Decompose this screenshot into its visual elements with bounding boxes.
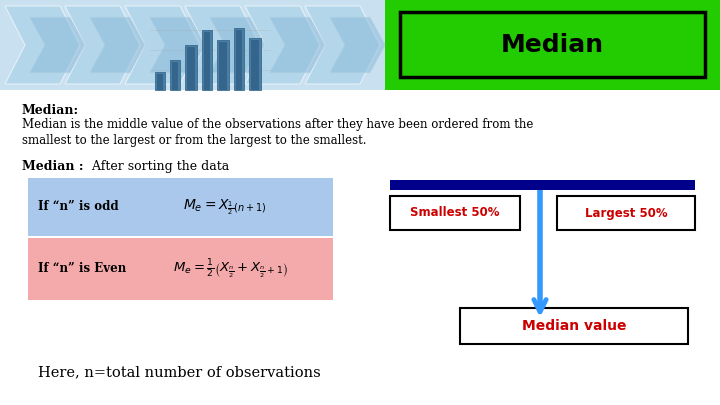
Bar: [204, 32, 210, 90]
Text: Largest 50%: Largest 50%: [585, 207, 667, 220]
Bar: [172, 62, 178, 90]
Polygon shape: [65, 6, 140, 84]
Bar: [0, 0, 720, 90]
Polygon shape: [30, 17, 85, 72]
Text: Median:: Median:: [22, 104, 79, 117]
Polygon shape: [150, 17, 205, 72]
Bar: [187, 47, 195, 90]
Bar: [0, 90, 720, 405]
Text: If “n” is Even: If “n” is Even: [38, 262, 126, 275]
Bar: [155, 72, 165, 90]
Bar: [236, 30, 242, 90]
Bar: [185, 45, 197, 90]
Bar: [217, 40, 229, 90]
Text: Median :: Median :: [22, 160, 84, 173]
Bar: [460, 308, 688, 344]
Text: smallest to the largest or from the largest to the smallest.: smallest to the largest or from the larg…: [22, 134, 366, 147]
Text: After sorting the data: After sorting the data: [88, 160, 229, 173]
Bar: [400, 12, 705, 77]
Bar: [390, 180, 695, 190]
Polygon shape: [185, 6, 260, 84]
Polygon shape: [5, 6, 80, 84]
Polygon shape: [210, 17, 265, 72]
Bar: [234, 28, 244, 90]
Bar: [557, 196, 695, 230]
Text: Median value: Median value: [522, 319, 626, 333]
Polygon shape: [245, 6, 320, 84]
Polygon shape: [90, 17, 145, 72]
Bar: [28, 238, 333, 300]
Bar: [390, 196, 520, 230]
Text: Here, n=total number of observations: Here, n=total number of observations: [38, 365, 320, 379]
Text: Smallest 50%: Smallest 50%: [410, 207, 500, 220]
Text: If “n” is odd: If “n” is odd: [38, 200, 119, 213]
Bar: [0, 0, 385, 90]
Bar: [157, 74, 163, 90]
Bar: [170, 60, 180, 90]
Text: $M_e = \frac{1}{2}\left(X_{\frac{n}{2}} + X_{\frac{n}{2}+1}\right)$: $M_e = \frac{1}{2}\left(X_{\frac{n}{2}} …: [173, 258, 288, 280]
Bar: [28, 178, 333, 236]
Polygon shape: [270, 17, 325, 72]
Polygon shape: [305, 6, 380, 84]
Text: Median is the middle value of the observations after they have been ordered from: Median is the middle value of the observ…: [22, 118, 534, 131]
Bar: [249, 38, 261, 90]
Bar: [202, 30, 212, 90]
Polygon shape: [125, 6, 200, 84]
Polygon shape: [330, 17, 385, 72]
Text: Median: Median: [501, 32, 604, 57]
Bar: [219, 42, 227, 90]
Bar: [251, 40, 259, 90]
Text: $M_e = X_{\frac{1}{2}(n+1)}$: $M_e = X_{\frac{1}{2}(n+1)}$: [183, 197, 266, 217]
